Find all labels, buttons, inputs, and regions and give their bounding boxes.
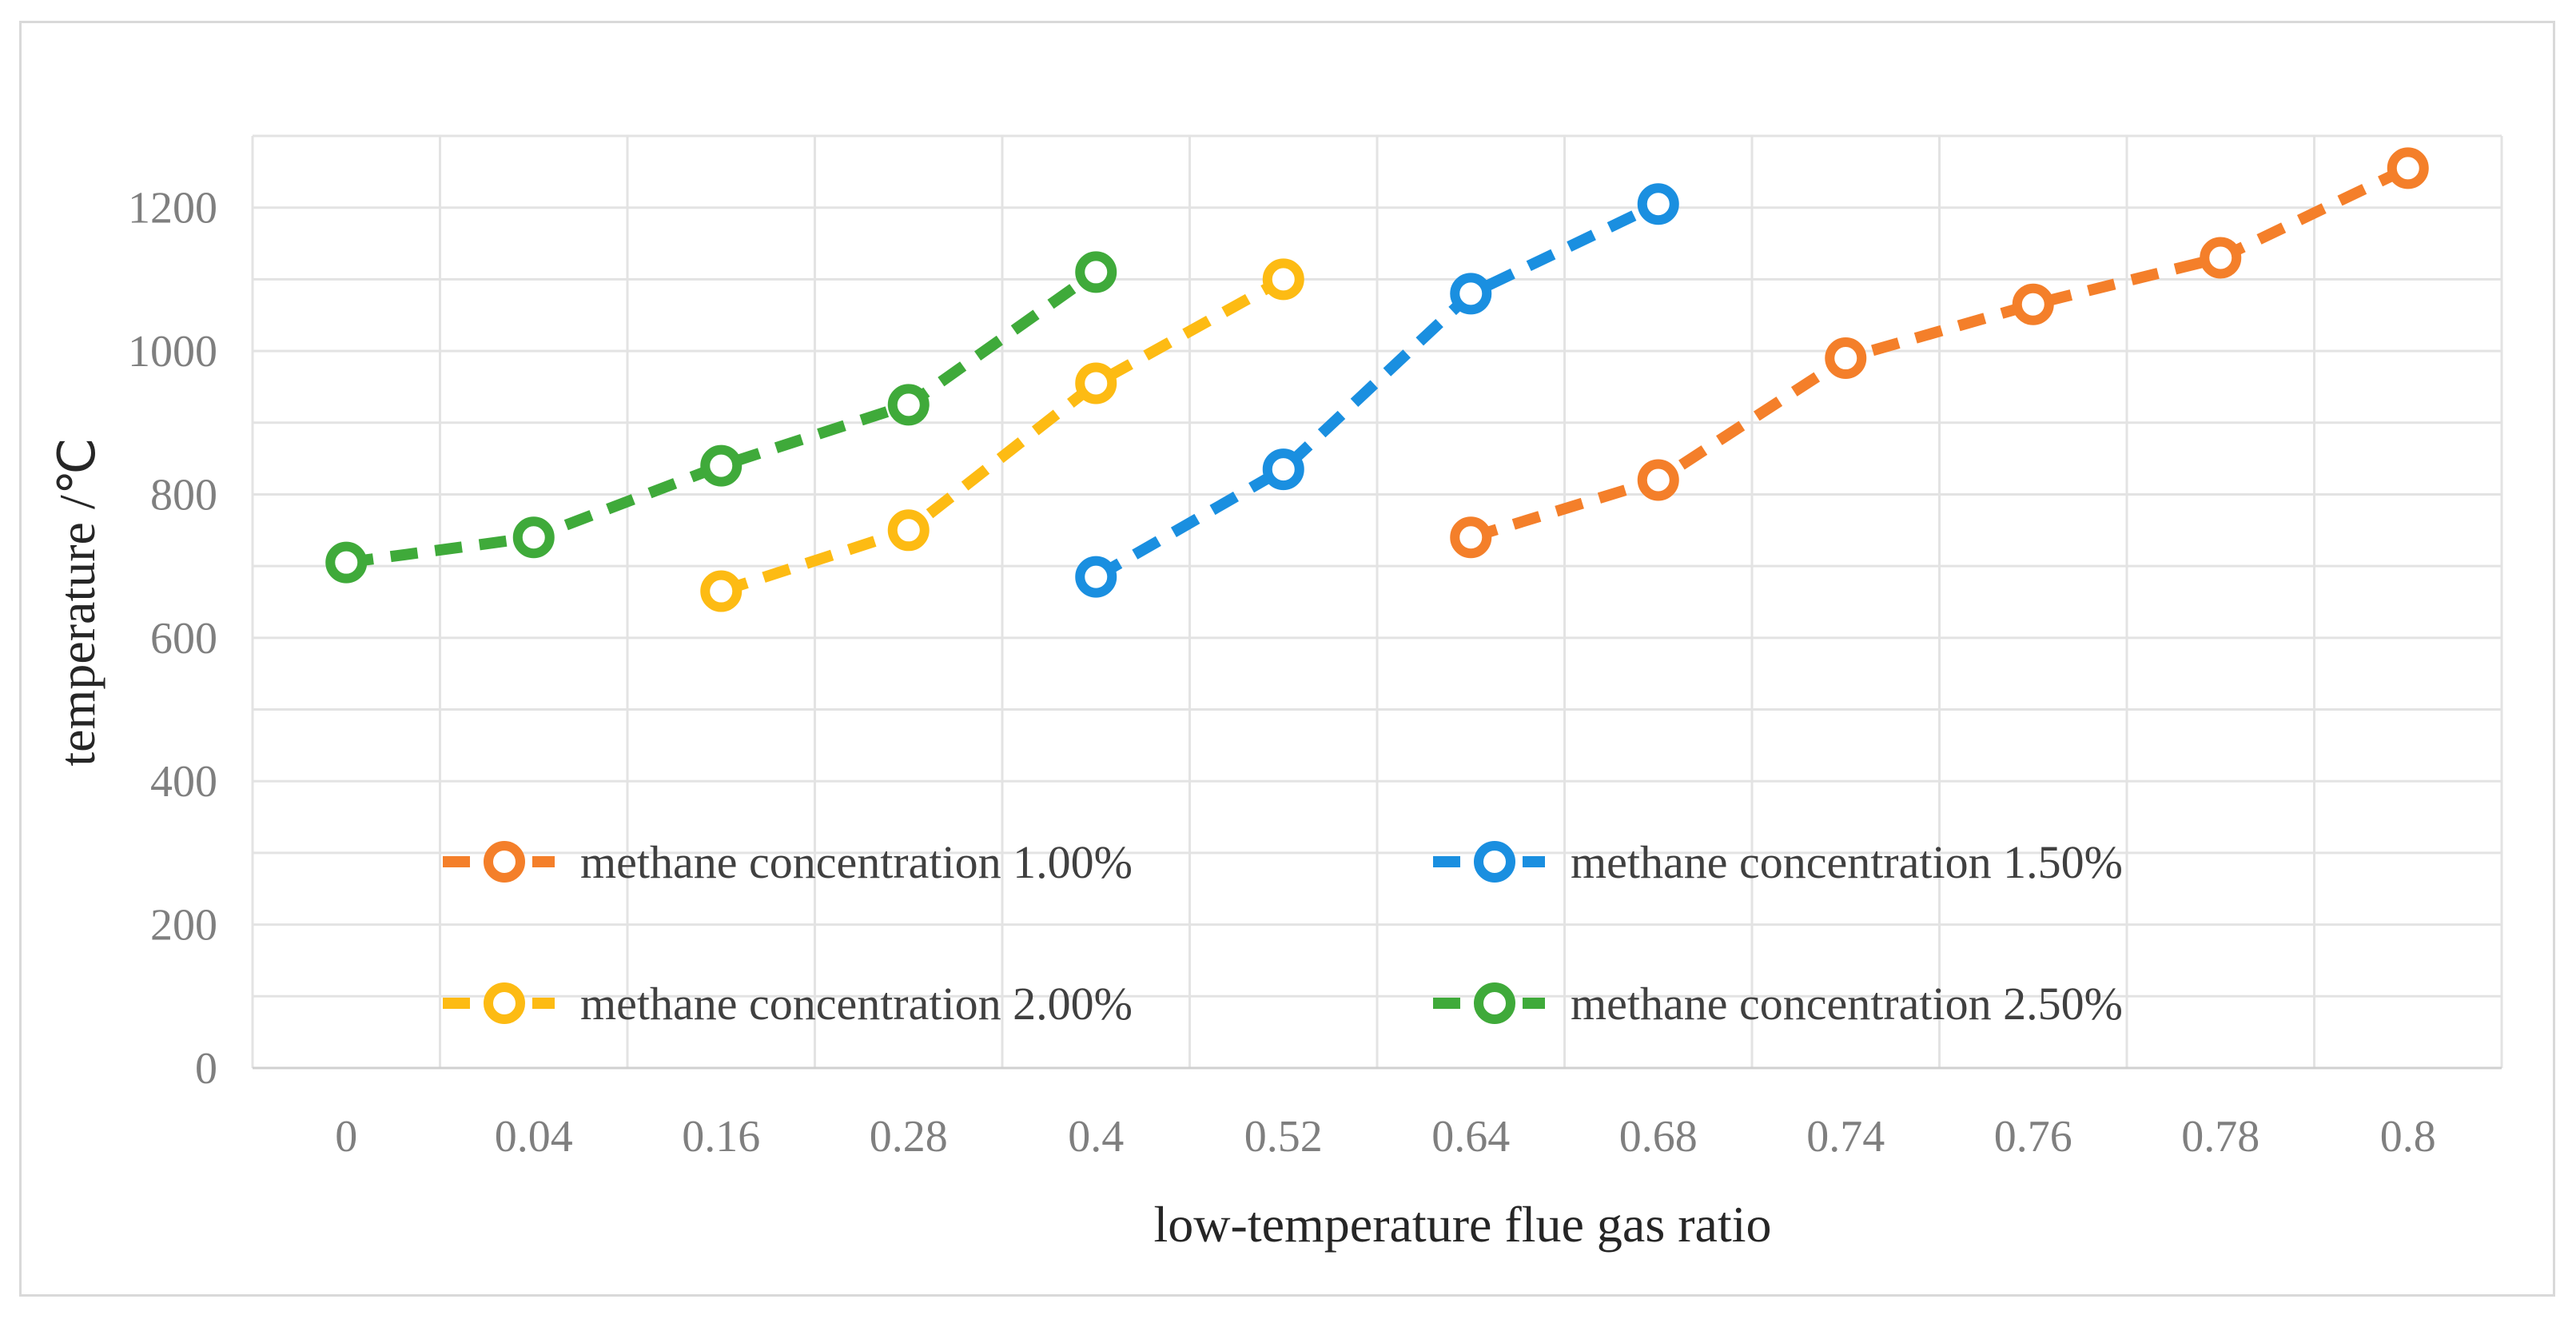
y-tick-label: 400 — [150, 757, 217, 807]
series-1 — [1450, 147, 2429, 559]
x-tick-label: 0.28 — [870, 1112, 948, 1162]
legend-label: methane concentration 2.00% — [580, 978, 1133, 1030]
data-point — [1450, 516, 1492, 559]
x-axis-title: low-temperature flue gas ratio — [1154, 1196, 1772, 1253]
data-point — [887, 509, 930, 552]
legend-marker — [484, 841, 525, 883]
x-tick-label: 0.4 — [1068, 1112, 1124, 1162]
chart-frame — [19, 21, 2555, 1297]
series-line — [1093, 198, 1661, 582]
data-point — [1075, 362, 1117, 404]
series-3 — [700, 258, 1304, 612]
x-tick-label: 0.68 — [1619, 1112, 1698, 1162]
x-tick-label: 0.04 — [495, 1112, 573, 1162]
data-point — [325, 541, 368, 584]
data-point — [1075, 556, 1117, 598]
legend-marker — [1474, 841, 1515, 883]
data-point — [700, 570, 743, 612]
legend-label: methane concentration 1.00% — [580, 836, 1133, 888]
x-tick-label: 0.64 — [1431, 1112, 1510, 1162]
data-point — [1075, 251, 1117, 293]
data-point — [700, 444, 743, 487]
y-tick-label: 800 — [150, 470, 217, 520]
data-point — [1637, 459, 1679, 501]
y-tick-label: 1200 — [128, 184, 217, 233]
data-point — [2200, 237, 2242, 279]
data-point — [2012, 283, 2054, 325]
series-layer — [325, 147, 2429, 612]
x-tick-label: 0.8 — [2380, 1112, 2436, 1162]
x-tick-label: 0.16 — [682, 1112, 760, 1162]
y-tick-label: 200 — [150, 901, 217, 950]
data-point — [512, 516, 555, 559]
legend-label: methane concentration 1.50% — [1571, 836, 2123, 888]
legend-item: methane concentration 1.00% — [443, 836, 1133, 888]
x-tick-label: 0.74 — [1806, 1112, 1885, 1162]
y-tick-label: 0 — [195, 1044, 217, 1094]
data-point — [1262, 448, 1304, 491]
legend-item: methane concentration 2.00% — [443, 978, 1133, 1030]
legend-marker — [1474, 982, 1515, 1024]
y-tick-label: 1000 — [128, 327, 217, 377]
series-line — [345, 267, 1100, 568]
data-point — [1450, 273, 1492, 315]
data-point — [1825, 337, 1867, 380]
legend: methane concentration 1.00% methane conce… — [443, 836, 2123, 1030]
series-4 — [325, 251, 1117, 584]
legend-item: methane concentration 2.50% — [1433, 978, 2123, 1030]
series-2 — [1075, 183, 1679, 598]
legend-label: methane concentration 2.50% — [1571, 978, 2123, 1030]
legend-item: methane concentration 1.50% — [1433, 836, 2123, 888]
x-tick-label: 0.52 — [1244, 1112, 1323, 1162]
data-point — [2387, 147, 2429, 189]
x-tick-label: 0.78 — [2181, 1112, 2259, 1162]
x-tick-label: 0 — [335, 1112, 357, 1162]
data-point — [1637, 183, 1679, 225]
axis-layer: 0 200 400 600 800 1000 1200 0 0.04 0.16 0.28 0.4 0.5… — [128, 184, 2502, 1162]
series-line — [1469, 163, 2411, 543]
legend-marker — [484, 982, 525, 1024]
x-tick-label: 0.76 — [1994, 1112, 2072, 1162]
grid-layer — [251, 134, 2503, 1068]
y-axis-title: temperature /℃ — [49, 437, 106, 766]
data-point — [887, 384, 930, 426]
series-line — [719, 274, 1287, 597]
data-point — [1262, 258, 1304, 301]
y-tick-label: 600 — [150, 614, 217, 663]
